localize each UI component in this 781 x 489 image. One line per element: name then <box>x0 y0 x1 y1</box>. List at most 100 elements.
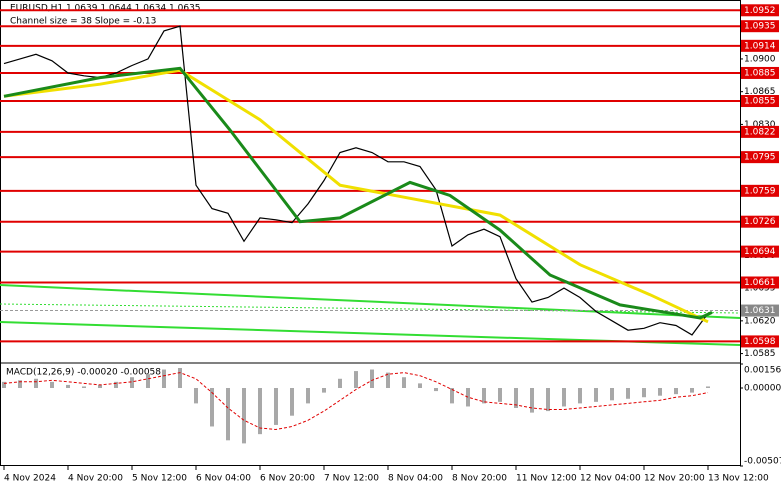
macd-bar <box>146 374 150 388</box>
level-box <box>741 215 779 228</box>
macd-title: MACD(12,26,9) -0.00020 -0.00058 <box>6 368 161 378</box>
level-box <box>741 276 779 289</box>
y-tick-label: 1.0830 <box>744 120 776 130</box>
macd-bar <box>658 388 662 396</box>
y-tick-label: 1.0655 <box>744 284 776 294</box>
y-tick-label: 1.0865 <box>744 87 776 97</box>
last-price-box <box>741 304 779 317</box>
x-tick-label: 4 Nov 20:00 <box>68 474 123 484</box>
y-tick-label: -0.00507 <box>744 457 781 467</box>
macd-bar <box>162 369 166 388</box>
channel-line <box>0 284 741 319</box>
level-label: 1.0795 <box>744 153 776 163</box>
level-label: 1.0759 <box>744 186 776 196</box>
chart-subtitle: Channel size = 38 Slope = -0.13 <box>10 17 156 27</box>
macd-bar <box>546 388 550 412</box>
macd-bar <box>226 388 230 441</box>
macd-bar <box>466 388 470 407</box>
macd-bar <box>674 388 678 395</box>
x-tick-label: 6 Nov 20:00 <box>260 474 315 484</box>
macd-bar <box>418 383 422 388</box>
x-tick-label: 11 Nov 12:00 <box>516 474 577 484</box>
x-tick-label: 13 Nov 12:00 <box>708 474 769 484</box>
x-tick-label: 4 Nov 2024 <box>4 474 56 484</box>
level-label: 1.0952 <box>744 6 776 16</box>
x-tick-label: 7 Nov 12:00 <box>324 474 379 484</box>
y-tick-label: 0.00000 <box>744 384 781 394</box>
macd-bar <box>402 377 406 388</box>
x-tick-label: 5 Nov 12:00 <box>132 474 187 484</box>
macd-bar <box>626 388 630 399</box>
macd-bar <box>642 388 646 398</box>
level-box <box>741 125 779 138</box>
x-tick-label: 12 Nov 04:00 <box>580 474 641 484</box>
level-box <box>741 245 779 258</box>
macd-bar <box>130 377 134 388</box>
macd-bar <box>242 388 246 444</box>
level-label: 1.0694 <box>744 247 776 257</box>
macd-bar <box>338 378 342 388</box>
macd-bar <box>194 388 198 404</box>
macd-bar <box>66 384 70 388</box>
x-tick-label: 8 Nov 20:00 <box>452 474 507 484</box>
macd-bar <box>530 388 534 413</box>
level-label: 1.0661 <box>744 278 776 288</box>
x-tick-label: 12 Nov 20:00 <box>644 474 705 484</box>
macd-bar <box>258 388 262 435</box>
macd-bar <box>386 372 390 388</box>
macd-bar <box>370 369 374 388</box>
macd-bar <box>706 386 710 388</box>
macd-bar <box>498 388 502 402</box>
level-label: 1.0598 <box>744 337 776 347</box>
macd-bar <box>178 368 182 388</box>
macd-bar <box>450 388 454 404</box>
level-box <box>741 4 779 17</box>
macd-bar <box>274 388 278 425</box>
channel-line <box>0 303 741 314</box>
macd-bar <box>690 388 694 393</box>
level-box <box>741 335 779 348</box>
macd-bar <box>98 384 102 388</box>
level-label: 1.0726 <box>744 217 776 227</box>
macd-bar <box>562 388 566 407</box>
macd-bar <box>18 380 22 388</box>
macd-bar <box>482 388 486 404</box>
macd-bar <box>34 378 38 388</box>
level-label: 1.0914 <box>744 41 776 51</box>
macd-bar <box>290 388 294 416</box>
macd-bar <box>306 388 310 404</box>
last-price-label: 1.0631 <box>744 306 776 316</box>
macd-bar <box>578 388 582 404</box>
level-box <box>741 39 779 52</box>
level-box <box>741 151 779 164</box>
y-tick-label: 0.00156 <box>744 366 781 376</box>
macd-bar <box>514 388 518 408</box>
level-box <box>741 20 779 33</box>
signal-line <box>3 372 709 431</box>
y-tick-label: 1.0620 <box>744 316 776 326</box>
price-line <box>3 66 713 320</box>
level-label: 1.0935 <box>744 22 776 32</box>
macd-bar <box>322 388 326 393</box>
price-line <box>3 25 709 336</box>
macd-bar <box>434 388 438 392</box>
x-tick-label: 6 Nov 04:00 <box>196 474 251 484</box>
level-label: 1.0855 <box>744 97 776 107</box>
macd-bar <box>114 381 118 388</box>
chart-title: EURUSD,H1 1.0639 1.0644 1.0634 1.0635 <box>10 4 201 14</box>
macd-bar <box>610 388 614 401</box>
level-box <box>741 95 779 108</box>
macd-bar <box>50 381 54 388</box>
macd-bar <box>594 388 598 402</box>
macd-bar <box>210 388 214 427</box>
level-label: 1.0885 <box>744 68 776 78</box>
x-tick-label: 8 Nov 04:00 <box>388 474 443 484</box>
level-box <box>741 66 779 79</box>
y-tick-label: 1.0585 <box>744 349 776 359</box>
macd-bar <box>354 371 358 388</box>
y-tick-label: 1.0900 <box>744 54 776 64</box>
price-line <box>3 68 709 324</box>
macd-bar <box>82 386 86 388</box>
